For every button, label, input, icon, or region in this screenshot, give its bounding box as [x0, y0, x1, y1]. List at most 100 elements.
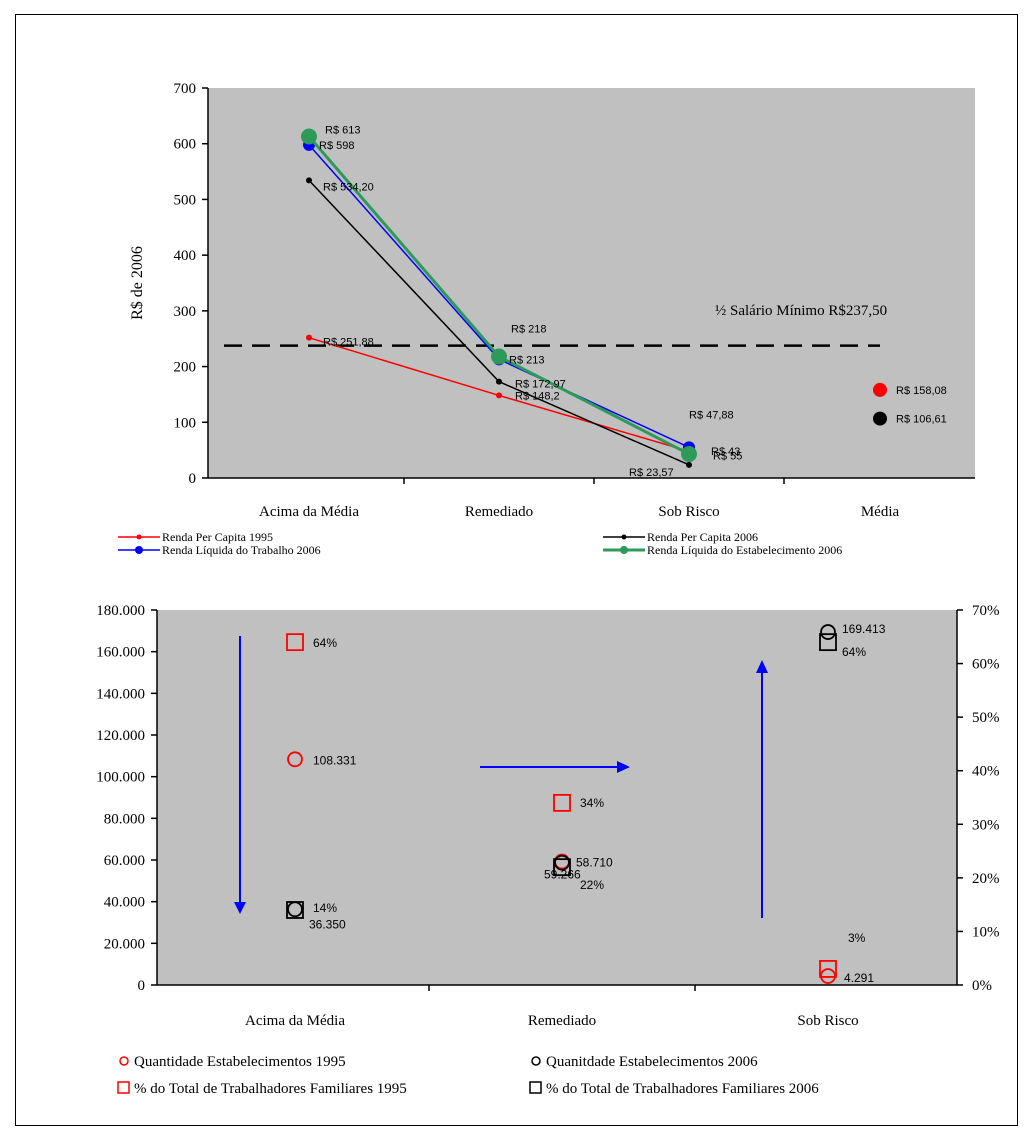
x-tick-label: Sob Risco: [797, 1013, 858, 1029]
x-tick-label: Remediado: [528, 1013, 596, 1029]
data-label: R$ 43: [711, 446, 740, 458]
y-tick-label: 60.000: [104, 853, 145, 869]
point-2: [819, 960, 837, 978]
data-label: R$ 23,57: [629, 467, 674, 479]
legend-label: Renda Per Capita 1995: [162, 530, 273, 544]
y-tick-label: 0: [189, 471, 197, 487]
y2-tick-label: 50%: [972, 710, 1000, 726]
legend-marker: [119, 1056, 129, 1066]
y-tick-label: 180.000: [96, 603, 145, 619]
figure-frame: [15, 14, 1018, 1126]
y-tick-label: 160.000: [96, 645, 145, 661]
right-arrowhead: [617, 761, 630, 773]
data-label: R$ 613: [325, 124, 360, 136]
data-label: 108.331: [313, 753, 357, 767]
y2-tick-label: 20%: [972, 871, 1000, 887]
y-tick-label: 700: [174, 81, 197, 97]
x-tick-label: Sob Risco: [658, 504, 719, 520]
income-line-chart: 0 100 200 300 400 500 600 700 Acima da Média Rem…: [118, 81, 975, 557]
x-tick-label: Remediado: [465, 504, 533, 520]
data-label: R$ 598: [319, 140, 354, 152]
point-3: [819, 633, 837, 652]
legend-label: % do Total de Trabalhadores Familiares 2…: [546, 1081, 819, 1097]
average-label: R$ 158,08: [896, 385, 947, 397]
data-label: R$ 534,20: [323, 181, 374, 193]
data-label: 64%: [313, 636, 337, 650]
y-tick-label: 600: [174, 137, 197, 153]
y-axis-title: R$ de 2006: [129, 246, 146, 320]
point-0: [287, 751, 303, 768]
y2-tick-label: 10%: [972, 924, 1000, 940]
legend-label: Renda Líquida do Estabelecimento 2006: [647, 543, 842, 557]
x-tick-label: Acima da Média: [245, 1013, 345, 1029]
data-label: 58.710: [576, 856, 613, 870]
y2-tick-label: 70%: [972, 603, 1000, 619]
legend-label: Renda Líquida do Trabalho 2006: [162, 543, 321, 557]
plot-area-2: [157, 610, 957, 985]
average-point: [873, 382, 887, 397]
data-label: R$ 218: [511, 324, 546, 336]
data-label: 4.291: [844, 971, 874, 985]
average-label: R$ 106,61: [896, 414, 947, 426]
data-label: R$ 55: [713, 450, 742, 462]
y-tick-label: 140.000: [96, 686, 145, 702]
legend-label: % do Total de Trabalhadores Familiares 1…: [134, 1081, 407, 1097]
trend-arrows: [234, 636, 768, 918]
series-point-1: [686, 461, 692, 468]
y-tick-label: 0: [138, 978, 146, 994]
point-2: [286, 633, 304, 652]
data-label: R$ 47,88: [689, 409, 734, 421]
legend-label: Renda Per Capita 2006: [647, 530, 758, 544]
data-label: 64%: [842, 645, 866, 659]
data-label: 3%: [848, 931, 866, 945]
data-label: R$ 251,88: [323, 337, 374, 349]
y-tick-label: 200: [174, 360, 197, 376]
data-label: 34%: [580, 796, 604, 810]
legend-marker: [117, 1081, 130, 1094]
y2-tick-label: 30%: [972, 817, 1000, 833]
legend-marker: [529, 1081, 542, 1094]
y-tick-label: 20.000: [104, 936, 145, 952]
y-tick-label: 500: [174, 192, 197, 208]
point-1: [554, 854, 570, 871]
down-arrowhead: [234, 902, 246, 914]
data-label: R$ 148,2: [515, 390, 560, 402]
data-label: 14%: [313, 901, 337, 915]
point-3: [286, 901, 304, 919]
legend-marker: [620, 546, 628, 554]
series-point-0: [306, 334, 312, 341]
y2-tick-label: 60%: [972, 657, 1000, 673]
series-point-1: [306, 177, 312, 184]
series-point-3: [301, 128, 317, 145]
legend-label: Quantidade Estabelecimentos 1995: [134, 1054, 346, 1070]
y-tick-label: 400: [174, 248, 197, 264]
point-3: [553, 858, 571, 877]
plot-area: [208, 88, 975, 478]
data-label: R$ 172,97: [515, 379, 566, 391]
legend-marker: [621, 534, 627, 540]
y-tick-label: 100: [174, 415, 197, 431]
legend-marker: [531, 1056, 541, 1066]
y2-tick-label: 0%: [972, 978, 992, 994]
data-label: 22%: [580, 878, 604, 892]
legend-marker: [135, 546, 143, 554]
series-point-0: [496, 392, 502, 399]
data-label: 59.266: [544, 868, 581, 882]
y-tick-label: 120.000: [96, 728, 145, 744]
x-tick-label: Acima da Média: [259, 504, 359, 520]
point-1: [820, 624, 836, 640]
series-point-3: [681, 446, 697, 463]
average-point: [873, 411, 887, 426]
series-point-1: [496, 378, 502, 385]
point-2: [553, 793, 571, 812]
y2-tick-label: 40%: [972, 764, 1000, 780]
legend-label: Quanitdade Estabelecimentos 2006: [546, 1054, 758, 1070]
legend-marker: [136, 534, 142, 540]
up-arrowhead: [756, 660, 768, 673]
x-tick-label: Média: [861, 504, 900, 520]
series-point-3: [491, 348, 507, 365]
y-tick-label: 100.000: [96, 770, 145, 786]
data-label: 169.413: [842, 622, 886, 636]
data-label: 36.350: [309, 917, 346, 931]
